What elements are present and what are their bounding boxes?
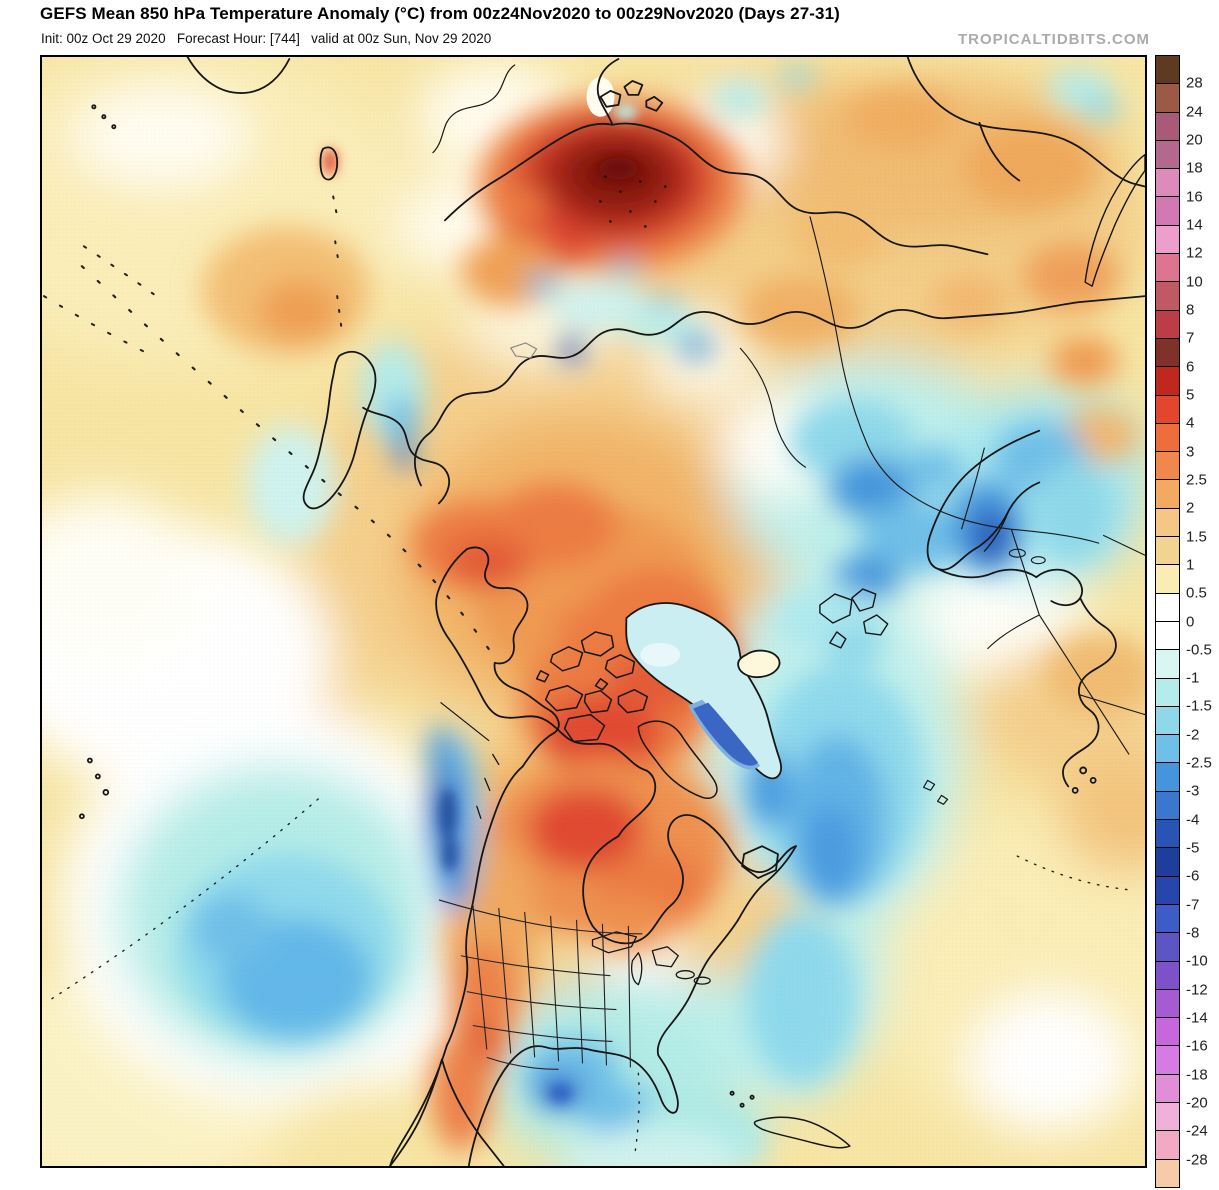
colorbar-tick-label: 5 <box>1186 386 1195 404</box>
colorbar-cell <box>1156 56 1179 84</box>
colorbar-cell <box>1156 253 1179 282</box>
colorbar-tick-label: -4 <box>1186 811 1200 829</box>
colorbar-cell <box>1156 196 1179 225</box>
colorbar-cell <box>1156 875 1179 904</box>
colorbar-cell <box>1156 1130 1179 1159</box>
colorbar-cell <box>1156 903 1179 933</box>
colorbar-cell <box>1156 1101 1179 1131</box>
colorbar-tick-label: 18 <box>1186 159 1203 177</box>
colorbar-cell <box>1156 224 1179 254</box>
colorbar-tick-label: -2 <box>1186 726 1200 744</box>
colorbar-tick-label: 1.5 <box>1186 528 1207 546</box>
colorbar-tick-label: -28 <box>1186 1151 1208 1169</box>
colorbar-tick-label: 6 <box>1186 358 1195 376</box>
colorbar-tick-label: -16 <box>1186 1037 1208 1055</box>
colorbar-tick-label: 1 <box>1186 556 1195 574</box>
colorbar-tick-label: 16 <box>1186 188 1203 206</box>
colorbar-cell <box>1156 790 1179 820</box>
colorbar-cell <box>1156 734 1179 763</box>
colorbar-cell <box>1156 281 1179 310</box>
colorbar-tick-label: -5 <box>1186 839 1200 857</box>
colorbar-cell <box>1156 139 1179 169</box>
colorbar-tick-label: -0.5 <box>1186 641 1212 659</box>
colorbar-tick-label: 7 <box>1186 329 1195 347</box>
colorbar-cell <box>1156 507 1179 537</box>
colorbar-tick-label: -14 <box>1186 1009 1208 1027</box>
colorbar-cell <box>1156 1045 1179 1074</box>
anomaly-map-canvas <box>42 57 1145 1166</box>
map-frame <box>40 55 1147 1168</box>
colorbar-tick-label: 3 <box>1186 443 1195 461</box>
colorbar-cell <box>1156 1158 1179 1187</box>
colorbar-tick-label: 4 <box>1186 414 1195 432</box>
colorbar-tick-label: -1.5 <box>1186 697 1212 715</box>
us-state-borders-layer <box>438 899 643 1070</box>
colorbar-tick-label: -7 <box>1186 896 1200 914</box>
colorbar-cell <box>1156 705 1179 735</box>
graticule-layer <box>42 195 1132 1158</box>
colorbar-cell <box>1156 536 1179 565</box>
colorbar-tick-label: -12 <box>1186 981 1208 999</box>
colorbar-tick-label: -18 <box>1186 1066 1208 1084</box>
colorbar-cell <box>1156 620 1179 650</box>
country-borders-layer <box>739 216 1145 755</box>
colorbar-cell <box>1156 564 1179 593</box>
colorbar-cell <box>1156 111 1179 140</box>
colorbar-tick-label: 0.5 <box>1186 584 1207 602</box>
colorbar-tick-label: 8 <box>1186 301 1195 319</box>
colorbar-tick-label: 2.5 <box>1186 471 1207 489</box>
colorbar-tick-label: 0 <box>1186 613 1195 630</box>
coastlines-layer <box>78 57 1145 1166</box>
colorbar-tick-label: -3 <box>1186 782 1200 800</box>
colorbar-cell <box>1156 819 1179 848</box>
colorbar-cell <box>1156 847 1179 876</box>
colorbar-cell <box>1156 988 1179 1018</box>
colorbar-tick-label: 20 <box>1186 131 1203 149</box>
site-watermark: TROPICALTIDBITS.COM <box>957 31 1150 48</box>
colorbar-tick-label: -1 <box>1186 669 1200 687</box>
map-title: GEFS Mean 850 hPa Temperature Anomaly (°… <box>40 4 840 23</box>
colorbar-tick-label: -6 <box>1186 867 1200 885</box>
colorbar-cell <box>1156 592 1179 621</box>
colorbar-cell <box>1156 932 1179 961</box>
colorbar-cell <box>1156 1017 1179 1046</box>
colorbar-cell <box>1156 451 1179 480</box>
colorbar-cell <box>1156 366 1179 395</box>
colorbar-cell <box>1156 168 1179 197</box>
colorbar-tick-label: -24 <box>1186 1122 1208 1140</box>
colorbar <box>1155 55 1180 1188</box>
colorbar-tick-label: -2.5 <box>1186 754 1212 772</box>
colorbar-tick-label: 24 <box>1186 103 1203 121</box>
colorbar-cell <box>1156 960 1179 989</box>
colorbar-cell <box>1156 83 1179 112</box>
colorbar-tick-label: -20 <box>1186 1094 1208 1112</box>
colorbar-tick-label: 10 <box>1186 273 1203 291</box>
colorbar-tick-label: 28 <box>1186 74 1203 92</box>
colorbar-cell <box>1156 649 1179 678</box>
greenland-shape <box>625 602 782 780</box>
colorbar-cell <box>1156 1073 1179 1102</box>
map-subtitle: Init: 00z Oct 29 2020 Forecast Hour: [74… <box>41 31 492 46</box>
colorbar-tick-labels: 28 24 20 18 16 14 12 10 8 7 6 5 4 3 2.5 2 1.5 1 0.5 0 -0.5 -1… <box>1186 0 1219 1190</box>
colorbar-cell <box>1156 422 1179 452</box>
colorbar-cell <box>1156 337 1179 367</box>
stipple-texture <box>42 57 1145 1166</box>
colorbar-cell <box>1156 394 1179 423</box>
colorbar-tick-label: -8 <box>1186 924 1200 942</box>
colorbar-tick-label: 2 <box>1186 499 1195 517</box>
colorbar-tick-label: 14 <box>1186 216 1203 234</box>
colorbar-tick-label: -10 <box>1186 952 1208 970</box>
colorbar-cell <box>1156 309 1179 338</box>
colorbar-cell <box>1156 479 1179 508</box>
colorbar-cell <box>1156 677 1179 706</box>
colorbar-cell <box>1156 762 1179 791</box>
colorbar-tick-label: 12 <box>1186 244 1203 262</box>
